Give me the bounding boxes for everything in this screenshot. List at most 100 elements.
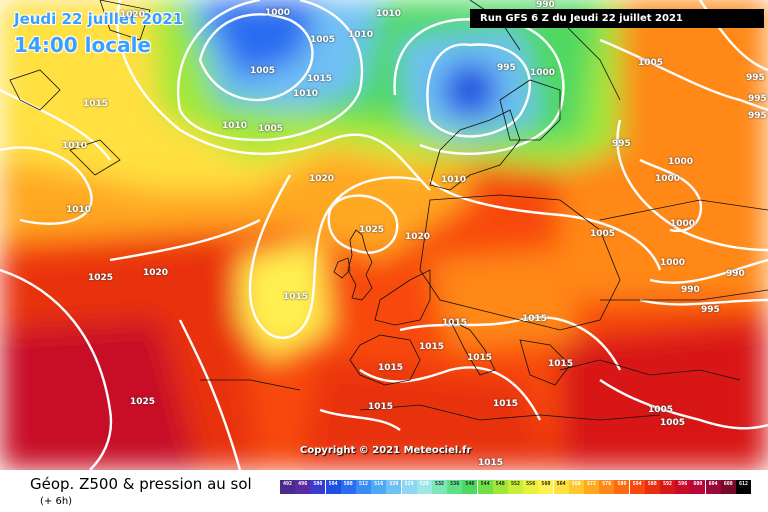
isobar-label: 1010 [222, 121, 248, 131]
map-title: Géop. Z500 & pression au sol [30, 475, 252, 493]
scale-swatch: 500 [310, 480, 326, 494]
isobar-label: 1000 [265, 8, 291, 18]
isobar-label: 995 [746, 73, 765, 83]
isobar-label: 1000 [670, 219, 696, 229]
scale-label: 564 [556, 481, 566, 487]
scale-label: 560 [541, 481, 551, 487]
scale-swatch: 600 [690, 480, 706, 494]
isobar-label: 1010 [376, 9, 402, 19]
scale-swatch: 596 [675, 480, 691, 494]
forecast-local-time: 14:00 locale [14, 33, 151, 57]
scale-swatch: 608 [720, 480, 736, 494]
scale-label: 544 [480, 481, 490, 487]
isobar-label: 1010 [66, 205, 92, 215]
forecast-offset: (+ 6h) [40, 496, 73, 507]
isobar-label: 1010 [293, 89, 319, 99]
scale-swatch: 528 [416, 480, 432, 494]
scale-label: 532 [434, 481, 445, 487]
scale-label: 584 [632, 481, 642, 487]
isobar-label: 1025 [88, 273, 114, 283]
isobar-label: 1020 [143, 268, 169, 278]
isobar-label: 1000 [655, 174, 681, 184]
scale-label: 556 [526, 481, 536, 487]
isobar-label: 1015 [83, 99, 109, 109]
scale-label: 520 [389, 481, 399, 487]
isobar-label: 1005 [258, 124, 284, 134]
scale-label: 608 [723, 481, 733, 487]
isobar-label: 1010 [62, 141, 88, 151]
scale-swatch: 584 [629, 480, 645, 494]
scale-swatch: 552 [508, 480, 523, 494]
copyright: Copyright © 2021 Meteociel.fr [300, 445, 472, 456]
isobar-label: 1005 [250, 66, 276, 76]
scale-swatch: 576 [599, 480, 615, 494]
color-scale: 492 496 500 504 508 512 516 520 524 528 532 536 540 5… [280, 480, 752, 506]
scale-label: 552 [510, 481, 521, 487]
scale-label: 576 [602, 481, 612, 487]
scale-swatch: 560 [538, 480, 554, 494]
isobar-label: 1015 [419, 342, 445, 352]
isobar-label: 1015 [283, 292, 309, 302]
scale-swatch: 492 [280, 480, 295, 494]
isobar-label: 1020 [309, 174, 335, 184]
scale-swatch: 548 [492, 480, 508, 494]
scale-swatch: 588 [644, 480, 660, 494]
geopotential-field [0, 0, 768, 470]
scale-label: 496 [298, 481, 308, 487]
isobar-label: 1020 [120, 10, 146, 20]
scale-swatch: 580 [614, 480, 630, 494]
scale-swatch: 532 [432, 480, 447, 494]
isobar-label: 1005 [648, 405, 674, 415]
scale-label: 572 [586, 481, 597, 487]
scale-swatch: 604 [705, 480, 721, 494]
scale-label: 604 [708, 481, 718, 487]
isobar-label: 1000 [668, 157, 694, 167]
isobar-label: 995 [748, 111, 767, 121]
isobar-label: 990 [681, 285, 700, 295]
isobar-label: 1010 [441, 175, 467, 185]
isobar-label: 1025 [130, 397, 156, 407]
isobar-label: 1015 [493, 399, 519, 409]
isobar-label: 1020 [405, 232, 431, 242]
isobar-label: 1000 [660, 258, 686, 268]
isobar-label: 1010 [348, 30, 374, 40]
isobar-label: 1015 [368, 402, 394, 412]
scale-swatch: 520 [386, 480, 402, 494]
isobar-label: 990 [536, 0, 555, 10]
scale-label: 508 [343, 481, 353, 487]
isobar-label: 1015 [307, 74, 333, 84]
isobar-label: 1015 [467, 353, 493, 363]
scale-label: 516 [374, 481, 384, 487]
scale-swatch: 556 [523, 480, 539, 494]
isobar-label: 1000 [530, 68, 556, 78]
isobar-label: 1015 [548, 359, 574, 369]
scale-swatch: 536 [447, 480, 463, 494]
scale-swatch: 540 [462, 480, 478, 494]
legend-footer: Géop. Z500 & pression au sol (+ 6h) 492 4… [0, 470, 768, 512]
scale-swatch: 524 [401, 480, 417, 494]
isobar-label: 990 [726, 269, 745, 279]
scale-label: 524 [404, 481, 414, 487]
scale-label: 536 [450, 481, 460, 487]
isobar-label: 995 [748, 94, 767, 104]
scale-label: 504 [328, 481, 338, 487]
scale-swatch: 504 [325, 480, 341, 494]
scale-swatch: 512 [356, 480, 371, 494]
scale-label: 548 [495, 481, 505, 487]
scale-label: 492 [282, 481, 293, 487]
scale-label: 596 [678, 481, 688, 487]
scale-label: 588 [647, 481, 657, 487]
isobar-label: 995 [612, 139, 631, 149]
isobar-label: 1015 [478, 458, 504, 468]
scale-label: 600 [693, 481, 703, 487]
model-run-label: Run GFS 6 Z du Jeudi 22 juillet 2021 [470, 9, 764, 28]
scale-label: 540 [465, 481, 475, 487]
scale-swatch: 508 [340, 480, 356, 494]
isobar-label: 995 [497, 63, 516, 73]
scale-label: 568 [571, 481, 581, 487]
isobar-label: 1005 [660, 418, 686, 428]
scale-label: 580 [617, 481, 627, 487]
scale-swatch: 568 [568, 480, 584, 494]
weather-map: Jeudi 22 juillet 2021 14:00 locale Run G… [0, 0, 768, 470]
isobar-label: 1005 [638, 58, 664, 68]
